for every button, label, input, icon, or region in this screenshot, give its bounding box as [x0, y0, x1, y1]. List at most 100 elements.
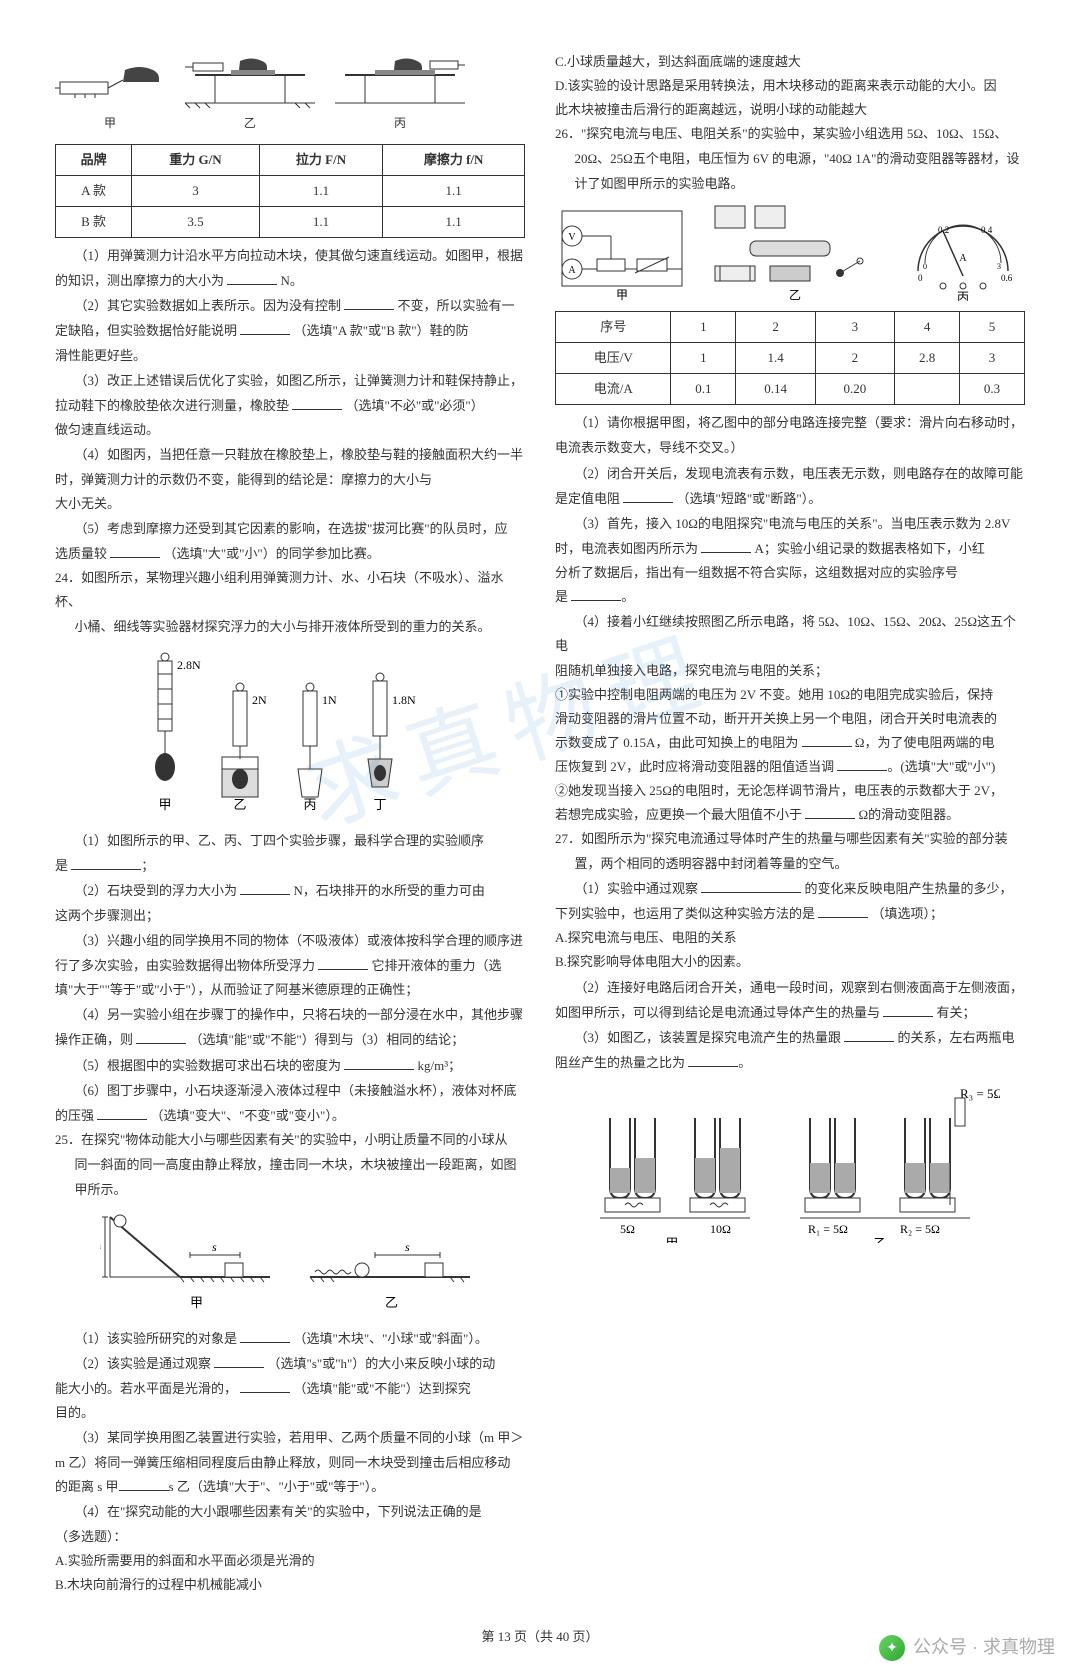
svg-text:0: 0 — [923, 262, 927, 271]
q24-6: （6）图丁步骤中，小石块逐渐浸入液体过程中（未接触溢水杯），液体对杯底 — [55, 1079, 525, 1103]
page: 甲 乙 — [0, 0, 1080, 1617]
svg-text:s: s — [212, 1240, 217, 1254]
q24-2c: 这两个步骤测出； — [55, 904, 525, 928]
td: 1.1 — [259, 176, 382, 207]
td: 1.1 — [383, 176, 525, 207]
q27-3c: 阻丝产生的热量之比为 。 — [555, 1051, 1025, 1075]
ammeter-dial-icon: 0 0.2 0.4 0.6 A 0 3 丙 — [903, 201, 1023, 301]
td: 3.5 — [132, 207, 260, 238]
td: 2.8 — [895, 343, 960, 374]
q26: 26．"探究电流与电压、电阻关系"的实验中，某实验小组选用 5Ω、10Ω、15Ω… — [555, 122, 1025, 146]
q26-4i: ②她发现当接入 25Ω的电阻时，无论怎样调节滑片，电压表的示数都大于 2V， — [555, 779, 1025, 803]
td: 0.20 — [815, 374, 894, 405]
q27-A: A.探究电流与电压、电阻的关系 — [555, 926, 1025, 950]
q25-2b: 能大小的。若水平面是光滑的， （选填"能"或"不能"）达到探究 — [55, 1377, 525, 1401]
right-column: C.小球质量越大，到达斜面底端的速度越大 D.该实验的设计思路是采用转换法，用木… — [555, 50, 1025, 1597]
td: 1 — [671, 312, 736, 343]
svg-text:s: s — [405, 1240, 410, 1254]
svg-text:1.8N: 1.8N — [392, 693, 416, 707]
q24-3: （3）兴趣小组的同学换用不同的物体（不吸液体）或液体按科学合理的顺序进 — [55, 929, 525, 953]
svg-text:0.2: 0.2 — [938, 225, 949, 235]
q26-1: （1）请你根据甲图，将乙图中的部分电路连接完整（要求：滑片向右移动时， — [555, 411, 1025, 435]
td: 2 — [736, 312, 815, 343]
svg-text:2N: 2N — [252, 693, 267, 707]
q27b: 置，两个相同的透明容器中封闭着等量的空气。 — [555, 852, 1025, 876]
q25b: 同一斜面的同一高度由静止释放，撞击同一木块，木块被撞出一段距离，如图 — [55, 1153, 525, 1177]
voltage-current-table: 序号 1 2 3 4 5 电压/V 1 1.4 2 2.8 3 电流/A 0.1… — [555, 311, 1025, 405]
q25-4: （4）在"探究动能的大小跟哪些因素有关"的实验中，下列说法正确的是 — [55, 1500, 525, 1524]
q26-3: （3）首先，接入 10Ω的电阻探究"电流与电压的关系"。当电压表示数为 2.8V — [555, 512, 1025, 536]
q26-1b: 电流表示数变大，导线不交叉。） — [555, 436, 1025, 460]
svg-text:1N: 1N — [322, 693, 337, 707]
q25-A: A.实验所需要用的斜面和水平面必须是光滑的 — [55, 1549, 525, 1573]
q26-figures: V A 甲 乙 — [555, 201, 1025, 301]
td: 3 — [815, 312, 894, 343]
svg-text:A: A — [568, 265, 576, 276]
td: 3 — [960, 343, 1025, 374]
td: 4 — [895, 312, 960, 343]
q26-4j: 若想完成实验，应更换一个最大阻值不小于 Ω的滑动变阻器。 — [555, 803, 1025, 827]
q27-B: B.探究影响导体电阻大小的因素。 — [555, 950, 1025, 974]
spring-scale-diagram-icon: 2.8N 2N 1N — [140, 649, 440, 819]
td — [895, 374, 960, 405]
svg-text:丙: 丙 — [957, 290, 969, 301]
svg-text:乙: 乙 — [233, 797, 246, 812]
q24-4b: 操作正确，则 （选填"能"或"不能"）得到与（3）相同的结论； — [55, 1028, 525, 1052]
q25-D: D.该实验的设计思路是采用转换法，用木块移动的距离来表示动能的大小。因 — [555, 74, 1025, 98]
q26-4c: ①实验中控制电阻两端的电压为 2V 不变。她用 10Ω的电阻完成实验后，保持 — [555, 683, 1025, 707]
q24-4: （4）另一实验小组在步骤丁的操作中，只将石块的一部分浸在水中，其他步骤 — [55, 1003, 525, 1027]
q23-1b: 的知识，测出摩擦力的大小为 N。 — [55, 269, 525, 293]
fig-label: 乙 — [244, 112, 256, 134]
svg-text:0.4: 0.4 — [981, 225, 993, 235]
q27: 27．如图所示为"探究电流通过导体时产生的热量与哪些因素有关"实验的部分装 — [555, 827, 1025, 851]
q26-4: （4）接着小红继续按照图乙所示电路，将 5Ω、10Ω、15Ω、20Ω、25Ω这五… — [555, 610, 1025, 658]
svg-text:0.6: 0.6 — [1001, 273, 1013, 283]
svg-text:R₂ = 5Ω: R₂ = 5Ω — [900, 1222, 940, 1236]
td: 电压/V — [556, 343, 671, 374]
q27-figures: R₃ = 5Ω — [555, 1083, 1025, 1243]
td: 5 — [960, 312, 1025, 343]
svg-text:R₁ = 5Ω: R₁ = 5Ω — [808, 1222, 848, 1236]
q24-3c: 填"大于""等于"或"小于"），从而验证了阿基米德原理的正确性； — [55, 978, 525, 1002]
q26-3d: 是 。 — [555, 585, 1025, 609]
td: 1 — [671, 343, 736, 374]
q23-2c: 滑性能更好些。 — [55, 344, 525, 368]
q23-5b: 选质量较 （选填"大"或"小"）的同学参加比赛。 — [55, 542, 525, 566]
q25-Db: 此木块被撞击后滑行的距离越远，说明小球的动能越大 — [555, 98, 1025, 122]
q24-figures: 2.8N 2N 1N — [55, 649, 525, 819]
q25-3: （3）某同学换用图乙装置进行实验，若用甲、乙两个质量不同的小球（m 甲＞ — [55, 1426, 525, 1450]
fig-label: 丙 — [394, 112, 406, 134]
q23-3c: 做匀速直线运动。 — [55, 418, 525, 442]
svg-text:R₃ = 5Ω: R₃ = 5Ω — [960, 1086, 1000, 1101]
q27-1: （1）实验中通过观察 的变化来反映电阻产生热量的多少， — [555, 877, 1025, 901]
svg-text:乙: 乙 — [385, 1295, 398, 1310]
th: 拉力 F/N — [259, 145, 382, 176]
svg-text:乙: 乙 — [789, 288, 801, 301]
td: 2 — [815, 343, 894, 374]
q24-5: （5）根据图中的实验数据可求出石块的密度为 kg/m³； — [55, 1054, 525, 1078]
wechat-icon: ✦ — [879, 1635, 905, 1661]
q25-3c: 的距离 s 甲s 乙（选填"大于"、"小于"或"等于"）。 — [55, 1475, 525, 1499]
q24-6b: 的压强 （选填"变大"、"不变"或"变小"）。 — [55, 1104, 525, 1128]
td: 电流/A — [556, 374, 671, 405]
td: 0.1 — [671, 374, 736, 405]
q27-2: （2）连接好电路后闭合开关，通电一段时间，观察到右侧液面高于左侧液面， — [555, 976, 1025, 1000]
fig-label: 甲 — [104, 112, 116, 134]
q26-2b: 是定值电阻 （选填"短路"或"断路"）。 — [555, 487, 1025, 511]
q24-3b: 行了多次实验，由实验数据得出物体所受浮力 它排开液体的重力（选 — [55, 954, 525, 978]
q23-5: （5）考虑到摩擦力还受到其它因素的影响，在选拔"拔河比赛"的队员时，应 — [55, 517, 525, 541]
fig-shoe-spring-icon — [55, 60, 165, 110]
svg-text:3: 3 — [997, 262, 1001, 271]
q25-2: （2）该实验是通过观察 （选填"s"或"h"）的大小来反映小球的动 — [55, 1352, 525, 1376]
td: 1.1 — [383, 207, 525, 238]
q25-B: B.木块向前滑行的过程中机械能减小 — [55, 1573, 525, 1597]
td: 0.3 — [960, 374, 1025, 405]
svg-text:h: h — [100, 1238, 101, 1252]
td: 1.4 — [736, 343, 815, 374]
svg-text:甲: 甲 — [158, 797, 171, 812]
fig-table-shoe-icon — [185, 55, 315, 110]
shoe-data-table: 品牌 重力 G/N 拉力 F/N 摩擦力 f/N A 款 3 1.1 1.1 B… — [55, 144, 525, 238]
q23-4b: 时，弹簧测力计的示数仍不变，能得到的结论是：摩擦力的大小与 — [55, 468, 525, 492]
q25-figures: h s 甲 s 乙 — [55, 1207, 525, 1317]
q24-1: （1）如图所示的甲、乙、丙、丁四个实验步骤，最科学合理的实验顺序 — [55, 829, 525, 853]
